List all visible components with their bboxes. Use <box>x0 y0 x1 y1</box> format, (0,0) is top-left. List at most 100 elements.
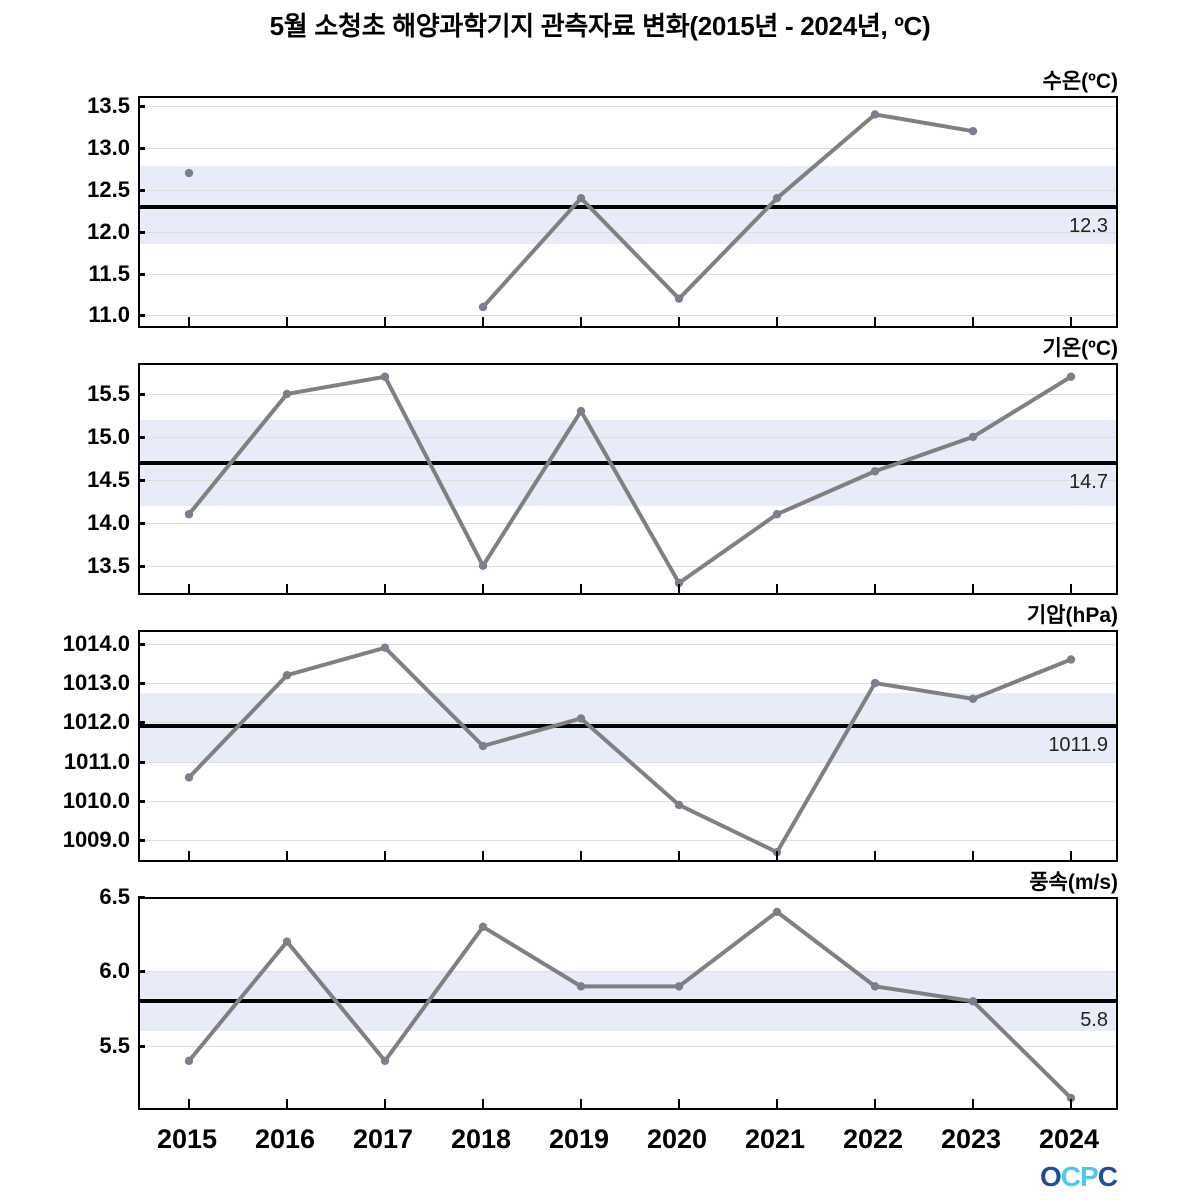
panel-title-wind-speed: 풍속(m/s) <box>1029 871 1118 894</box>
x-tick-mark <box>678 1099 680 1108</box>
panel-title-air-temperature: 기온(ºC) <box>1042 337 1118 360</box>
y-tick-mark <box>138 800 145 804</box>
x-tick-mark <box>384 1099 386 1108</box>
data-point <box>870 982 880 991</box>
x-tick-mark <box>1070 584 1072 593</box>
x-tick-mark <box>580 317 582 326</box>
data-point <box>772 907 782 917</box>
gridline <box>140 565 1116 567</box>
x-tick-mark <box>874 1099 876 1108</box>
x-tick-mark <box>678 317 680 326</box>
data-point <box>282 937 292 946</box>
y-tick-label: 1010.0 <box>62 788 130 814</box>
x-tick-mark <box>776 851 778 860</box>
data-point <box>870 110 880 119</box>
x-tick-mark <box>580 1099 582 1108</box>
x-axis-labels: 2015 2016 2017 2018 2019 2020 2021 2022 2023 2024 <box>138 1124 1118 1164</box>
mean-line-air-temperature <box>140 460 1116 465</box>
x-tick-mark <box>482 584 484 593</box>
data-point <box>282 389 292 399</box>
x-tick-mark <box>776 317 778 326</box>
x-tick-mark <box>580 584 582 593</box>
gridline <box>140 106 1116 108</box>
y-tick-mark <box>138 970 145 974</box>
y-tick-label: 1013.0 <box>62 670 130 696</box>
x-tick-mark <box>286 851 288 860</box>
ocpc-logo: OCPC <box>1040 1161 1118 1192</box>
panel-wind-speed: 풍속(m/s) 5.8 5.5 6.0 6.5 <box>99 871 1118 1110</box>
data-point <box>870 678 880 688</box>
x-tick-mark <box>874 317 876 326</box>
y-tick-label: 5.5 <box>99 1032 130 1058</box>
x-tick-mark <box>678 584 680 593</box>
x-axis-label-2019: 2019 <box>548 1124 610 1154</box>
y-tick-mark <box>138 478 145 482</box>
y-tick-mark <box>138 682 145 686</box>
x-tick-mark <box>384 851 386 860</box>
gridline <box>140 643 1116 645</box>
y-tick-mark <box>138 146 145 150</box>
data-point <box>282 671 292 680</box>
logo-letter: O <box>1040 1161 1062 1192</box>
x-axis-label-2021: 2021 <box>744 1124 806 1154</box>
x-tick-mark <box>776 1099 778 1108</box>
y-tick-mark <box>138 392 145 396</box>
data-point <box>968 694 978 704</box>
y-tick-label: 6.5 <box>99 884 130 909</box>
x-tick-mark <box>972 584 974 593</box>
data-point <box>478 922 488 931</box>
mean-value-label-water-temperature: 12.3 <box>1069 214 1108 237</box>
plot-area-air-temperature: 14.7 <box>138 363 1118 595</box>
x-tick-mark <box>286 317 288 326</box>
data-point <box>968 432 978 442</box>
panel-air-pressure: 기압(hPa) 1011.9 1009.0 1010.0 1011.0 1012.0 101… <box>63 604 1118 862</box>
y-tick-label: 1011.0 <box>63 748 130 774</box>
series-line <box>187 645 1073 855</box>
data-point <box>478 302 488 312</box>
y-tick-label: 13.5 <box>87 93 130 119</box>
mean-line-water-temperature <box>140 204 1116 209</box>
plot-area-air-pressure: 1011.9 <box>138 630 1118 862</box>
x-axis-label-2020: 2020 <box>646 1124 708 1154</box>
gridline <box>140 231 1116 233</box>
series-line <box>481 112 975 310</box>
data-point <box>968 126 978 136</box>
data-point <box>184 773 194 782</box>
y-tick-mark <box>138 105 145 109</box>
series-wind-speed <box>184 907 1076 1103</box>
data-point <box>968 997 978 1006</box>
y-tick-label: 13.0 <box>87 134 130 160</box>
mean-value-label-wind-speed: 5.8 <box>1080 1009 1108 1032</box>
data-point <box>674 578 684 588</box>
plot-area-water-temperature: 12.3 <box>138 96 1118 328</box>
y-tick-label: 12.5 <box>87 176 130 202</box>
y-tick-label: 1014.0 <box>62 630 130 656</box>
y-tick-mark <box>138 839 145 843</box>
y-tick-mark <box>138 760 145 764</box>
data-point <box>380 643 390 652</box>
y-tick-label: 15.0 <box>87 423 130 449</box>
gridline <box>140 1045 1116 1047</box>
panel-title-air-pressure: 기압(hPa) <box>1026 604 1118 627</box>
x-tick-mark <box>874 851 876 860</box>
panel-title-water-temperature: 수온(ºC) <box>1042 70 1118 93</box>
x-axis-label-2022: 2022 <box>842 1124 904 1154</box>
x-tick-mark <box>188 584 190 593</box>
series-line <box>187 374 1073 585</box>
y-tick-label: 1009.0 <box>62 827 130 853</box>
data-point <box>478 561 488 570</box>
series-air-temperature <box>184 372 1076 588</box>
x-axis-label-2015: 2015 <box>156 1124 218 1154</box>
series-air-pressure <box>184 643 1076 857</box>
panel-water-temperature: 수온(ºC) 12.3 11.0 11.5 12.0 12.5 13.0 13.5 <box>87 70 1118 328</box>
data-point <box>184 168 194 178</box>
data-point <box>380 1056 390 1066</box>
x-tick-mark <box>1070 1099 1072 1108</box>
x-tick-mark <box>188 1099 190 1108</box>
x-tick-mark <box>482 851 484 860</box>
data-point <box>870 467 880 476</box>
y-tick-mark <box>138 272 145 276</box>
y-tick-mark <box>138 721 145 725</box>
x-tick-mark <box>384 317 386 326</box>
y-tick-label: 14.0 <box>87 509 130 535</box>
